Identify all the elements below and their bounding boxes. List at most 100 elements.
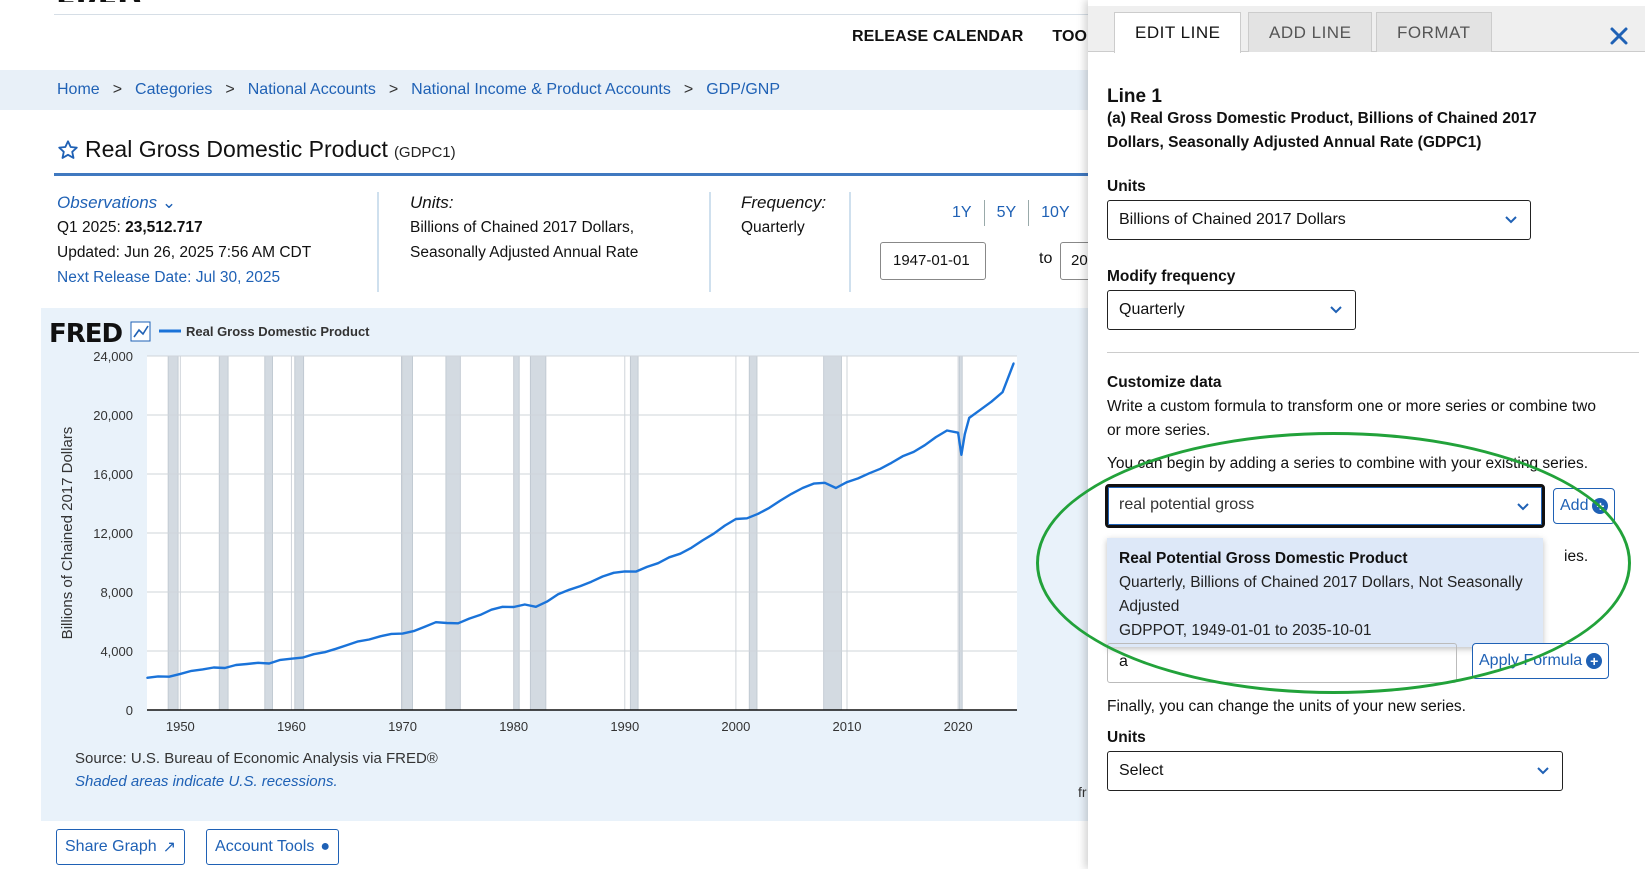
y-tick-label: 4,000 [100, 644, 133, 659]
tab-format[interactable]: FORMAT [1376, 12, 1492, 52]
data-point [568, 588, 571, 591]
tab-add-line[interactable]: ADD LINE [1248, 12, 1373, 52]
top-nav: RELEASE CALENDAR TOOLS ⌄ [852, 28, 1122, 46]
data-point [446, 622, 448, 624]
search-suggestion[interactable]: Real Potential Gross Domestic Product Qu… [1107, 538, 1543, 647]
data-point [301, 656, 304, 659]
data-point [923, 444, 926, 447]
breadcrumb-separator: > [112, 81, 123, 98]
edit-graph-panel: EDIT LINE ADD LINE FORMAT Line 1 (a) Rea… [1088, 0, 1645, 869]
suggestion-detail: Adjusted [1119, 598, 1180, 615]
data-point [646, 566, 648, 568]
plus-icon: + [1592, 498, 1609, 514]
star-icon[interactable] [57, 139, 79, 161]
suggestion-detail: Quarterly, Billions of Chained 2017 Doll… [1119, 574, 1523, 591]
units-line: Billions of Chained 2017 Dollars, [410, 219, 635, 236]
frequency-select[interactable]: Quarterly [1107, 290, 1356, 330]
data-point [257, 661, 260, 664]
x-tick-label: 1960 [277, 719, 306, 734]
fred-logo[interactable]: FRED [56, 0, 141, 2]
data-point [934, 436, 937, 439]
account-tools-button[interactable]: Account Tools ● [206, 829, 340, 865]
data-point [523, 603, 526, 606]
suggestion-detail: GDPPOT, 1949-01-01 to 2035-10-01 [1119, 622, 1372, 639]
data-point [534, 605, 537, 608]
chart-footer-text: fr [1078, 784, 1087, 800]
apply-formula-button[interactable]: Apply Formula + [1472, 643, 1610, 679]
range-10y-button[interactable]: 10Y [1041, 204, 1070, 221]
data-point [612, 571, 615, 574]
suggestion-title: Real Potential Gross Domestic Product [1119, 550, 1408, 567]
chart-source: Source: U.S. Bureau of Economic Analysis… [75, 750, 438, 767]
breadcrumb-nipa[interactable]: National Income & Product Accounts [411, 81, 671, 98]
add-series-button[interactable]: Add + [1553, 488, 1616, 524]
data-point [546, 600, 548, 603]
header-divider [54, 14, 1145, 15]
x-tick-label: 2000 [721, 719, 750, 734]
chart-panel: 0 4,000 8,000 12,000 16,000 20,000 24,000 1950 1… [41, 308, 1101, 821]
chevron-down-icon [1517, 503, 1529, 511]
section-divider [1107, 352, 1639, 353]
data-point [979, 408, 982, 411]
meta-divider [377, 192, 379, 292]
y-tick-label: 24,000 [93, 349, 133, 364]
start-date-input[interactable]: 1947-01-01 [880, 242, 986, 280]
begin-text: You can begin by adding a series to comb… [1107, 455, 1589, 472]
chevron-down-icon: ⌄ [161, 193, 177, 212]
data-point [757, 512, 760, 515]
frequency-heading: Frequency: [741, 193, 827, 212]
series-search-input[interactable]: real potential gross [1105, 484, 1545, 528]
latest-observation: Q1 2025: 23,512.717 [57, 219, 203, 236]
observations-toggle[interactable]: Observations ⌄ [57, 193, 177, 212]
data-point [668, 556, 671, 559]
data-point [734, 518, 737, 520]
data-point [579, 585, 582, 587]
data-point [346, 644, 348, 646]
breadcrumb-separator: > [225, 81, 235, 98]
data-point [212, 666, 215, 669]
data-point [779, 499, 782, 502]
data-point [960, 453, 963, 456]
tab-edit-line[interactable]: EDIT LINE [1114, 12, 1242, 53]
data-point [490, 608, 493, 611]
recession-note[interactable]: Shaded areas indicate U.S. recessions. [75, 773, 338, 790]
data-point [190, 670, 193, 672]
formula-input[interactable]: a [1107, 643, 1457, 683]
data-point [990, 400, 993, 403]
data-point [234, 664, 237, 666]
data-point [168, 675, 171, 678]
breadcrumb-categories[interactable]: Categories [135, 81, 213, 98]
data-point [723, 524, 726, 527]
new-units-select[interactable]: Select [1107, 751, 1563, 791]
close-icon[interactable] [1607, 24, 1631, 48]
data-point [312, 653, 315, 656]
next-release-link[interactable]: Next Release Date: Jul 30, 2025 [57, 269, 281, 286]
data-point [690, 546, 693, 549]
data-point [434, 621, 437, 624]
units-heading: Units: [410, 193, 454, 212]
data-point [479, 613, 482, 616]
data-point [423, 625, 426, 628]
breadcrumb-gdp-gnp[interactable]: GDP/GNP [706, 81, 781, 98]
data-point [557, 593, 560, 596]
units-select[interactable]: Billions of Chained 2017 Dollars [1107, 200, 1531, 240]
data-point [457, 622, 460, 625]
range-divider [1028, 200, 1030, 226]
data-point [390, 632, 393, 635]
breadcrumb-national-accounts[interactable]: National Accounts [247, 81, 376, 98]
range-5y-button[interactable]: 5Y [996, 204, 1017, 221]
share-graph-button[interactable]: Share Graph ↗ [56, 829, 186, 865]
data-point [401, 632, 404, 635]
data-point [468, 617, 471, 620]
data-point [279, 658, 282, 661]
data-point [879, 467, 882, 470]
range-1y-button[interactable]: 1Y [952, 204, 972, 221]
data-point [701, 539, 704, 542]
data-point [857, 477, 860, 480]
title-underline [54, 173, 1114, 176]
units-line: Seasonally Adjusted Annual Rate [410, 244, 639, 261]
nav-release-calendar[interactable]: RELEASE CALENDAR [852, 28, 1024, 45]
data-point [890, 462, 893, 464]
breadcrumb-home[interactable]: Home [57, 81, 100, 98]
data-point [512, 606, 515, 608]
